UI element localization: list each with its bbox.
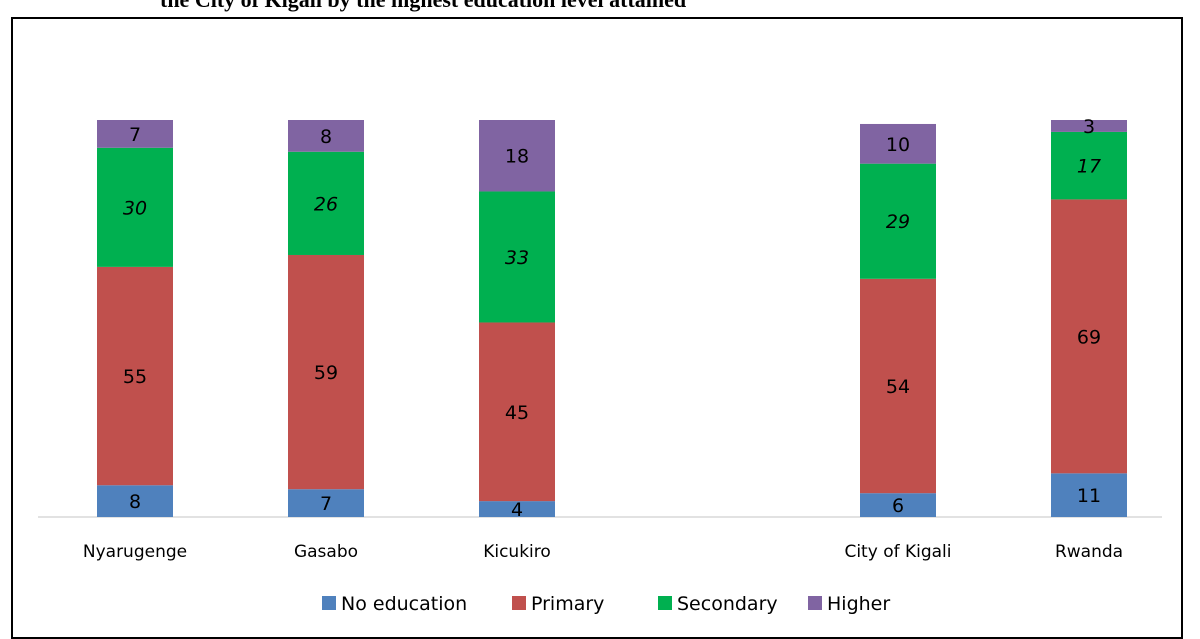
- data-label-primary-rwanda: 69: [1077, 326, 1101, 348]
- data-label-secondary-nyarugenge: 30: [123, 197, 147, 219]
- bar-segment-primary-rwanda: [1051, 199, 1127, 474]
- bar-segment-primary-gasabo: [288, 254, 364, 490]
- legend-label-no-education: No education: [341, 593, 467, 615]
- bar-segment-higher-gasabo: [288, 120, 364, 152]
- bar-segment-higher-rwanda: [1051, 120, 1127, 132]
- legend-swatch-higher: [808, 596, 822, 610]
- legend-label-primary: Primary: [531, 593, 604, 615]
- data-label-primary-city-of-kigali: 54: [886, 376, 910, 398]
- data-label-no-education-city-of-kigali: 6: [892, 495, 904, 517]
- bar-segment-no-education-gasabo: [288, 489, 364, 517]
- x-tick-label-gasabo: Gasabo: [294, 542, 358, 562]
- data-label-secondary-gasabo: 26: [314, 193, 338, 215]
- data-label-primary-gasabo: 59: [314, 362, 338, 384]
- data-label-secondary-city-of-kigali: 29: [886, 211, 910, 233]
- data-label-secondary-kicukiro: 33: [505, 247, 529, 269]
- data-label-no-education-kicukiro: 4: [511, 499, 523, 521]
- bar-segment-no-education-rwanda: [1051, 473, 1127, 517]
- x-tick-label-nyarugenge: Nyarugenge: [83, 542, 187, 562]
- bar-segment-primary-city-of-kigali: [860, 278, 936, 494]
- data-label-primary-nyarugenge: 55: [123, 366, 147, 388]
- bar-segment-no-education-city-of-kigali: [860, 493, 936, 517]
- data-label-no-education-gasabo: 7: [320, 493, 332, 515]
- data-label-primary-kicukiro: 45: [505, 402, 529, 424]
- bar-segment-higher-nyarugenge: [97, 120, 173, 148]
- data-label-higher-nyarugenge: 7: [129, 124, 141, 146]
- bar-segment-higher-city-of-kigali: [860, 123, 936, 164]
- bar-segment-primary-kicukiro: [479, 322, 555, 502]
- x-tick-label-city-of-kigali: City of Kigali: [844, 542, 951, 562]
- bar-segment-secondary-rwanda: [1051, 131, 1127, 200]
- data-label-higher-gasabo: 8: [320, 126, 332, 148]
- data-label-no-education-rwanda: 11: [1077, 485, 1101, 507]
- bar-segment-no-education-nyarugenge: [97, 485, 173, 517]
- legend-label-secondary: Secondary: [677, 593, 778, 615]
- legend-swatch-secondary: [658, 596, 672, 610]
- x-tick-label-rwanda: Rwanda: [1055, 542, 1123, 562]
- chart-title: the City of Kigali by the highest educat…: [160, 0, 686, 16]
- bar-segment-higher-kicukiro: [479, 120, 555, 192]
- bar-segment-secondary-city-of-kigali: [860, 163, 936, 279]
- bar-segment-primary-nyarugenge: [97, 266, 173, 486]
- bar-segment-secondary-nyarugenge: [97, 147, 173, 267]
- data-label-higher-city-of-kigali: 10: [886, 134, 910, 156]
- data-label-higher-rwanda: 3: [1083, 116, 1095, 138]
- x-tick-label-kicukiro: Kicukiro: [483, 542, 551, 562]
- chart-frame: [11, 17, 1183, 639]
- data-label-higher-kicukiro: 18: [505, 146, 529, 168]
- bar-segment-no-education-kicukiro: [479, 501, 555, 517]
- legend-swatch-primary: [512, 596, 526, 610]
- bar-segment-secondary-gasabo: [288, 151, 364, 255]
- bar-segment-secondary-kicukiro: [479, 191, 555, 323]
- legend-label-higher: Higher: [827, 593, 890, 615]
- data-label-no-education-nyarugenge: 8: [129, 491, 141, 513]
- legend-swatch-no-education: [322, 596, 336, 610]
- data-label-secondary-rwanda: 17: [1077, 156, 1101, 178]
